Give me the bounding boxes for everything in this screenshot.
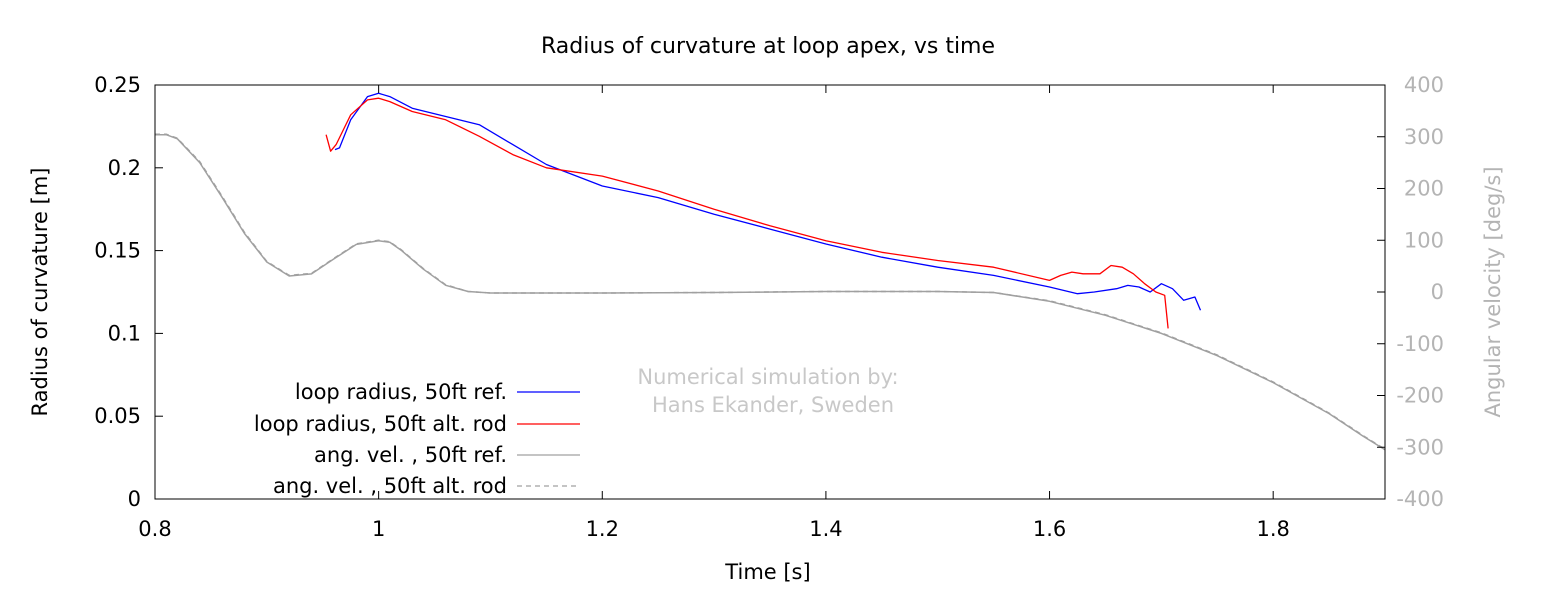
y2-tick-label: -100 (1396, 332, 1444, 356)
y2-tick-label: 300 (1404, 125, 1444, 149)
annotation: Numerical simulation by: Hans Ekander, S… (637, 365, 898, 417)
y2-tick-label: 400 (1404, 73, 1444, 97)
legend-label: ang. vel. , 50ft alt. rod (273, 474, 507, 498)
x-axis: 0.8 1 1.2 1.4 1.6 1.8 (138, 85, 1290, 541)
y2-tick-label: -300 (1396, 435, 1444, 459)
y-axis-label: Radius of curvature [m] (28, 168, 52, 417)
legend-label: loop radius, 50ft ref. (295, 380, 507, 404)
y2-tick-label: -400 (1396, 487, 1444, 511)
y-tick-label: 0.25 (94, 73, 141, 97)
y2-axis-label: Angular velocity [deg/s] (1481, 166, 1505, 417)
x-tick-label: 1.8 (1256, 517, 1289, 541)
series-line-1 (334, 92, 1202, 311)
series-line-2 (325, 97, 1169, 329)
y-tick-label: 0.1 (108, 321, 141, 345)
y-tick-label: 0.2 (108, 156, 141, 180)
legend-label: loop radius, 50ft alt. rod (254, 412, 507, 436)
annotation-line-1: Numerical simulation by: (637, 365, 898, 389)
y2-tick-label: 100 (1404, 228, 1444, 252)
x-axis-label: Time [s] (724, 560, 810, 584)
y-tick-label: 0.15 (94, 239, 141, 263)
y2-tick-label: 0 (1431, 280, 1444, 304)
chart-title: Radius of curvature at loop apex, vs tim… (541, 34, 995, 59)
y-tick-label: 0 (128, 487, 141, 511)
x-tick-label: 1.4 (809, 517, 842, 541)
annotation-line-2: Hans Ekander, Sweden (652, 393, 894, 417)
y-tick-label: 0.05 (94, 404, 141, 428)
y2-tick-label: 200 (1404, 177, 1444, 201)
y2-tick-label: -200 (1396, 384, 1444, 408)
x-tick-label: 1.6 (1033, 517, 1066, 541)
x-tick-label: 1 (372, 517, 385, 541)
series-line-4 (155, 133, 1386, 450)
y-axis-right: -400 -300 -200 -100 0 100 200 300 400 (1377, 73, 1444, 511)
x-tick-label: 0.8 (138, 517, 171, 541)
y-axis-left: 0 0.05 0.1 0.15 0.2 0.25 (94, 73, 163, 511)
legend-label: ang. vel. , 50ft ref. (314, 443, 507, 467)
legend: loop radius, 50ft ref. loop radius, 50ft … (254, 380, 580, 498)
series-layer (155, 92, 1386, 451)
x-tick-label: 1.2 (586, 517, 619, 541)
